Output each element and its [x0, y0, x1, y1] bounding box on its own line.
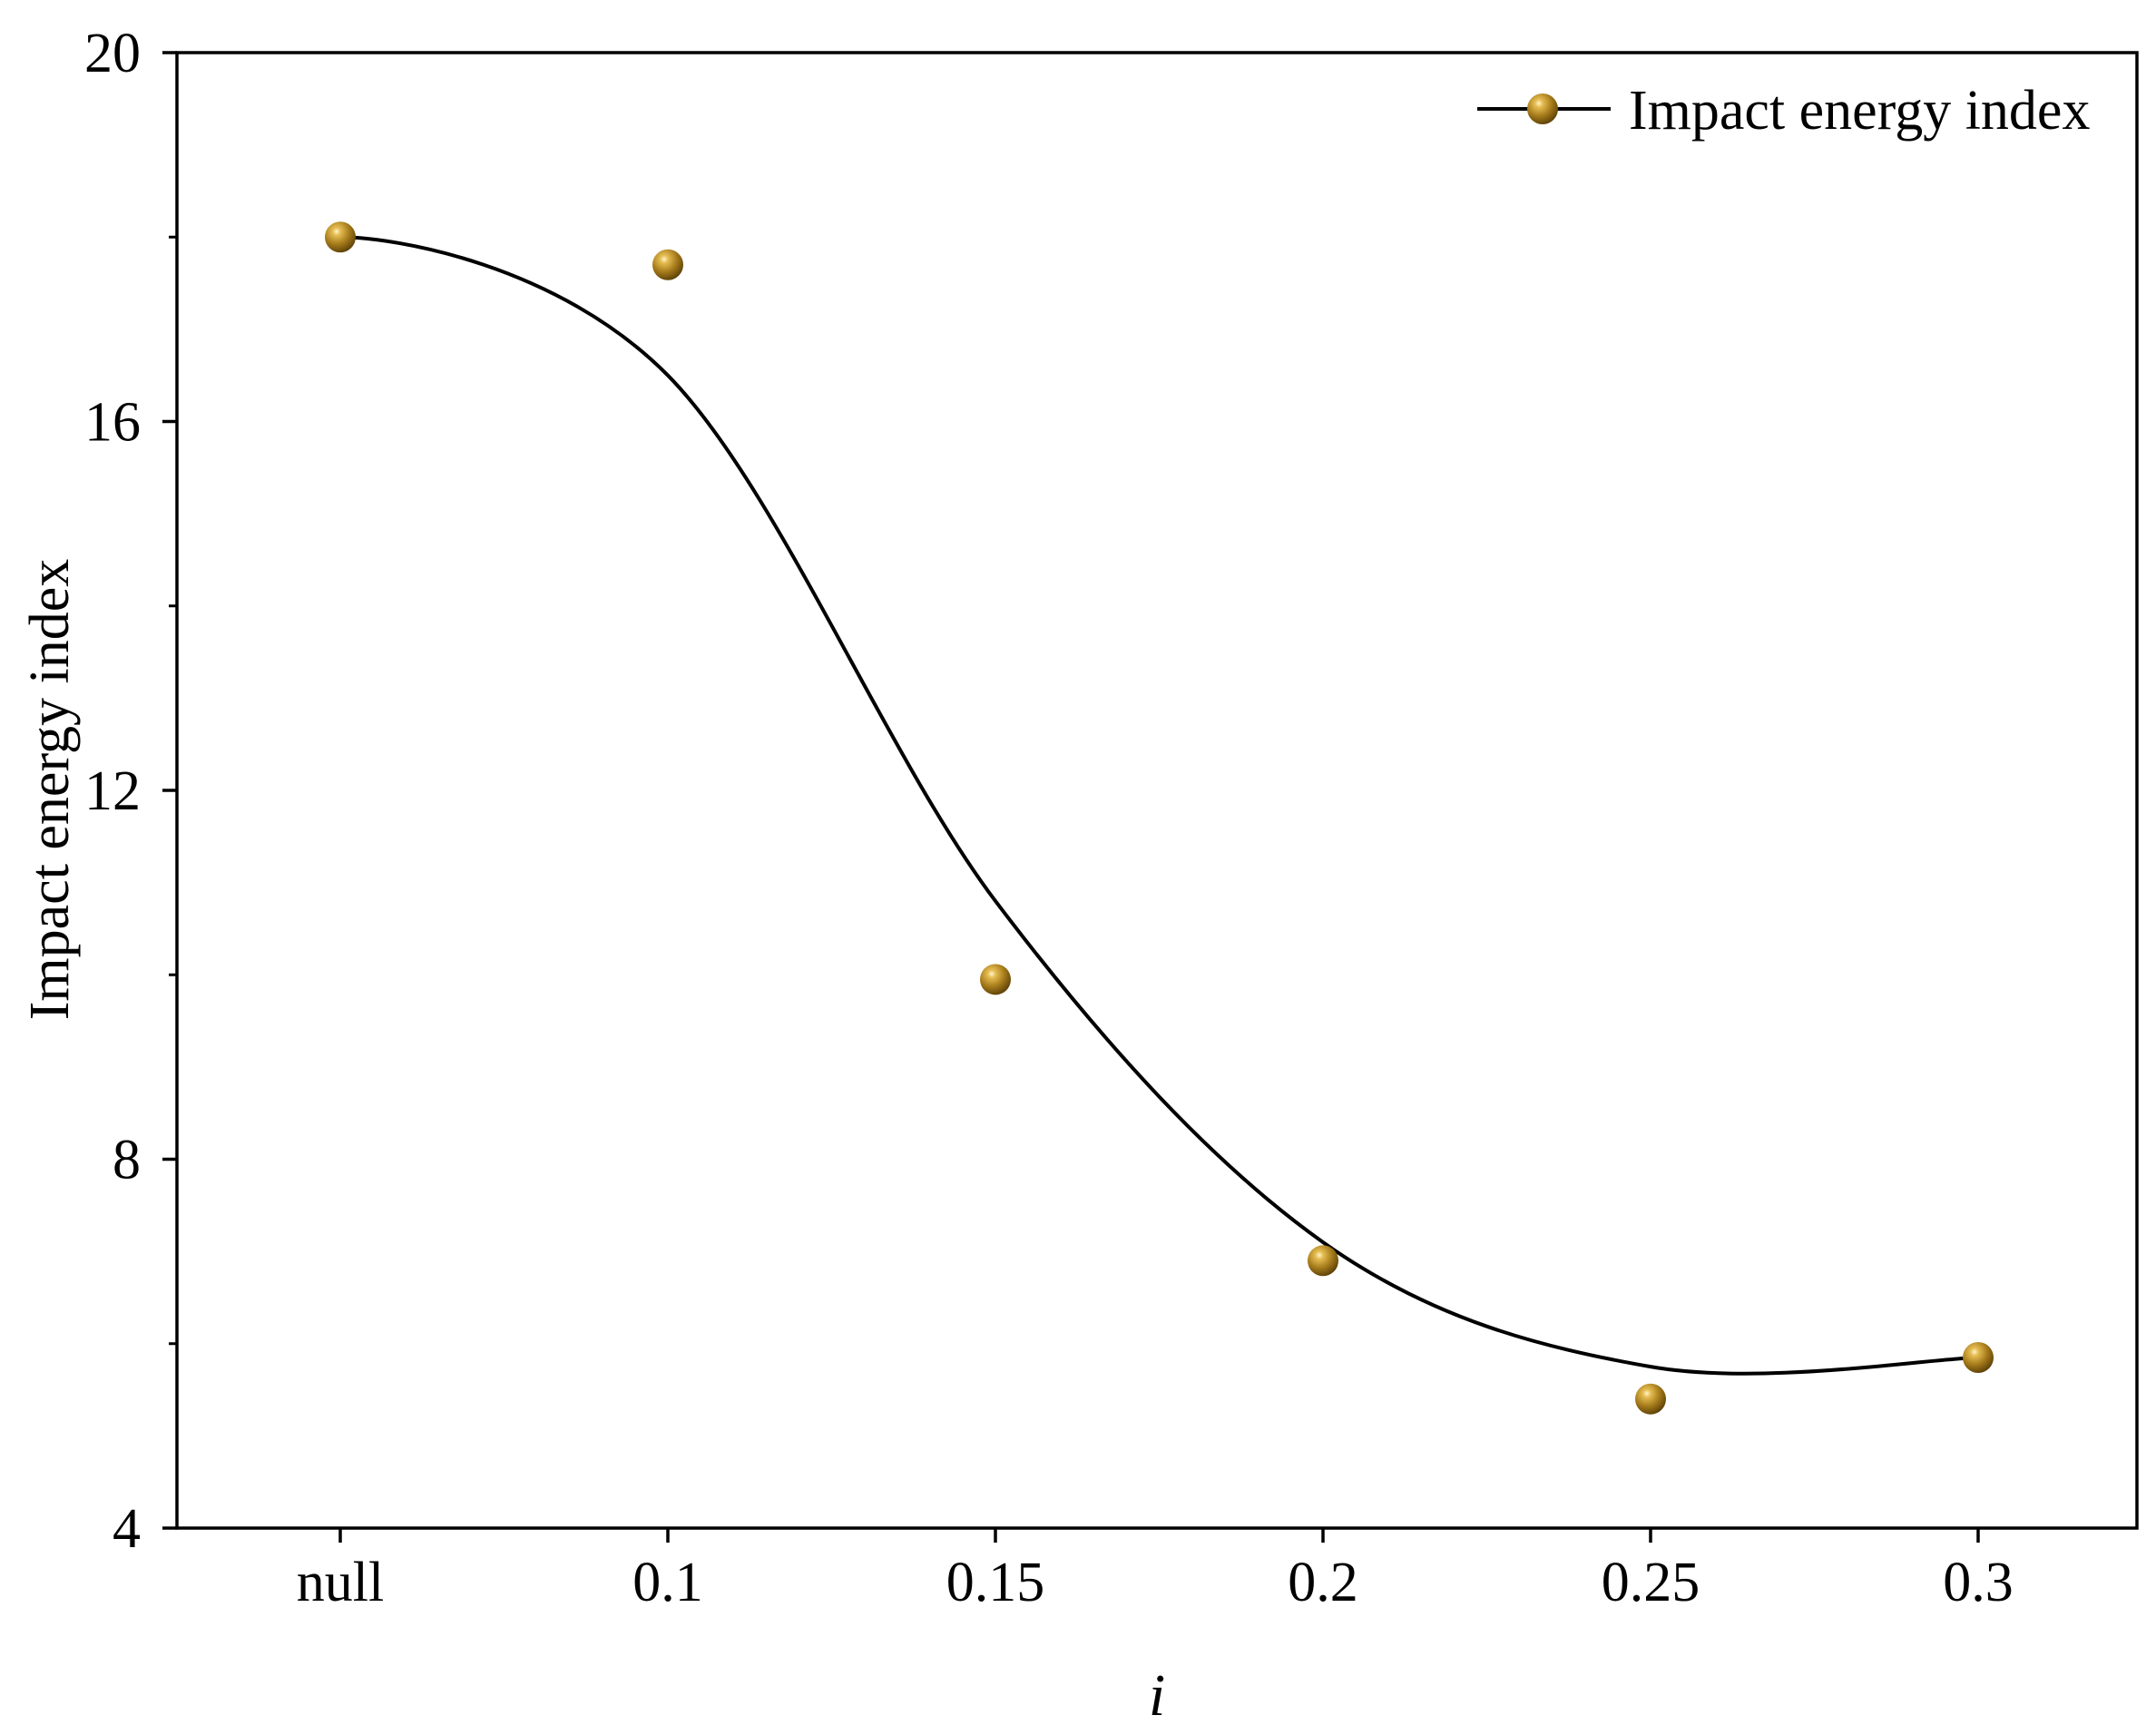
y-tick-label: 12	[84, 760, 141, 822]
y-axis: 4 8 12 16 20	[84, 23, 177, 1560]
data-point	[652, 249, 683, 280]
x-tick-label: 0.2	[1288, 1552, 1358, 1613]
x-axis: null 0.1 0.15 0.2 0.25 0.3	[297, 1528, 2014, 1613]
data-point	[1308, 1245, 1338, 1277]
series-line	[339, 235, 1979, 1376]
series-markers	[325, 221, 1994, 1415]
x-tick-label: 0.1	[632, 1552, 703, 1613]
data-point	[1635, 1383, 1666, 1415]
x-tick-label: null	[297, 1552, 384, 1613]
x-tick-label: 0.15	[946, 1552, 1045, 1613]
legend-label: Impact energy index	[1629, 80, 2090, 142]
legend-marker-sample	[1527, 93, 1558, 124]
x-tick-label: 0.3	[1943, 1552, 2014, 1613]
y-axis-title: Impact energy index	[19, 559, 81, 1020]
plot-frame	[175, 51, 2139, 1530]
y-tick-label: 8	[113, 1130, 141, 1191]
data-point	[1963, 1341, 1994, 1373]
y-tick-label: 4	[113, 1498, 141, 1560]
data-point	[980, 964, 1011, 995]
y-tick-label: 20	[84, 23, 141, 84]
x-axis-title: i	[1149, 1662, 1165, 1720]
legend: Impact energy index	[1477, 80, 2090, 142]
y-tick-label: 16	[84, 392, 141, 454]
x-tick-label: 0.25	[1602, 1552, 1700, 1613]
data-point	[325, 221, 356, 253]
